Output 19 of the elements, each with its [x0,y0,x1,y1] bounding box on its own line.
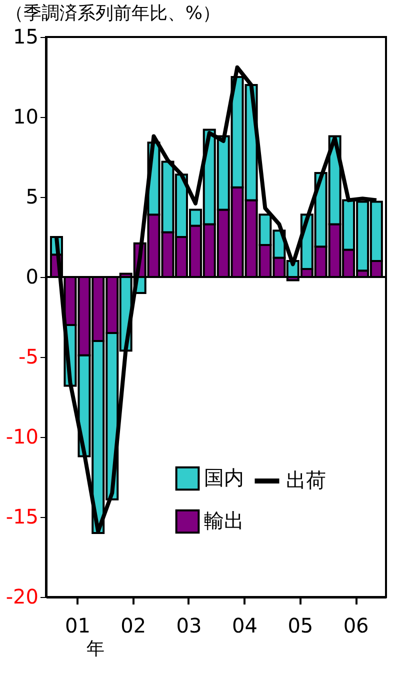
y-tick-label: -15 [6,504,38,528]
x-tick-label: 05 [288,614,314,638]
y-tick-label: 0 [26,264,38,288]
x-tick-label: 04 [232,614,258,638]
y-tick-label: -20 [6,584,38,608]
x-tick-label: 06 [343,614,369,638]
x-tick-label: 03 [176,614,202,638]
y-tick-label: 10 [13,104,38,128]
y-tick-label: -10 [6,424,38,448]
chart-title: （季調済系列前年比、%） [5,3,220,24]
legend-label: 輸出 [204,508,244,532]
y-tick-label: -5 [18,344,38,368]
y-tick-label: 15 [13,24,38,48]
legend-label: 国内 [204,466,244,490]
x-tick-label: 01 [64,614,90,638]
y-tick-label: 5 [26,184,38,208]
legend-label: 出荷 [286,468,326,492]
x-tick-label: 02 [120,614,146,638]
x-axis-title: 年 [86,638,104,660]
